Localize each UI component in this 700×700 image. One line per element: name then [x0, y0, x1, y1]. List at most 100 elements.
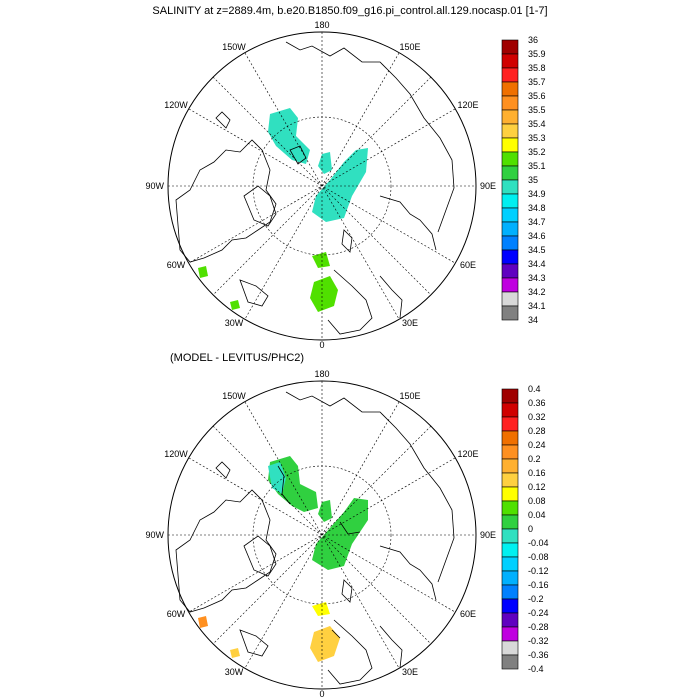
colorbar-swatch	[501, 81, 519, 97]
lon-label: 90E	[480, 530, 496, 540]
graticule	[168, 32, 476, 340]
lon-label: 60E	[460, 609, 476, 619]
colorbar-tick-label: -0.04	[528, 538, 549, 548]
colorbar-tick-label: 0.2	[528, 454, 541, 464]
colorbar-swatch	[501, 458, 519, 474]
coastlines	[175, 391, 455, 685]
field-patch-gold-norway	[310, 626, 340, 662]
colorbar-swatch	[501, 542, 519, 558]
panel-title: (MODEL - LEVITUS/PHC2)	[170, 352, 304, 364]
colorbar-tick-label: 0.04	[528, 510, 546, 520]
lon-label: 30E	[402, 667, 418, 677]
colorbar-tick-label: 35.7	[528, 77, 546, 87]
colorbar-tick-label: 35.9	[528, 49, 546, 59]
colorbar-tick-label: -0.2	[528, 594, 544, 604]
colorbar-swatch	[501, 640, 519, 656]
colorbar-swatch	[501, 402, 519, 418]
colorbar-swatch	[501, 584, 519, 600]
salinity-field	[198, 108, 368, 312]
colorbar-swatch	[501, 67, 519, 83]
colorbar-swatch	[501, 165, 519, 181]
lon-label: 90W	[145, 530, 164, 540]
colorbar-tick-label: 0.32	[528, 412, 546, 422]
colorbar-tick-label: 35.2	[528, 147, 546, 157]
colorbar-swatch	[501, 444, 519, 460]
colorbar-swatch	[501, 388, 519, 404]
field-patch-green-small	[318, 500, 332, 522]
colorbar-tick-label: 34.8	[528, 203, 546, 213]
longitude-labels: 180 0 90W 90E 150W 120W 150E 120E 60W 30…	[145, 369, 496, 699]
colorbar-swatch	[501, 109, 519, 125]
colorbar-tick-label: 36	[528, 35, 538, 45]
colorbar-swatch	[501, 500, 519, 516]
colorbar-tick-label: 34.7	[528, 217, 546, 227]
colorbar-tick-label: 0.12	[528, 482, 546, 492]
colorbar-swatch	[501, 277, 519, 293]
colorbar-tick-label: 0.4	[528, 384, 541, 394]
colorbar-tick-label: 34.3	[528, 273, 546, 283]
field-patch-yellow-fram	[312, 602, 330, 616]
colorbar-swatch	[501, 137, 519, 153]
colorbar-tick-label: 0	[528, 524, 533, 534]
lon-label: 30W	[225, 667, 244, 677]
colorbar-tick-label: 34.6	[528, 231, 546, 241]
field-patch-cyan-canada	[268, 108, 310, 164]
colorbar-tick-label: -0.32	[528, 636, 549, 646]
colorbar-swatch	[501, 207, 519, 223]
lon-label: 60W	[167, 260, 186, 270]
graticule	[168, 381, 476, 689]
colorbar-tick-label: 0.08	[528, 496, 546, 506]
colorbar-swatch	[501, 95, 519, 111]
field-patch-cyan-canada	[268, 462, 286, 494]
colorbar-swatch	[501, 305, 519, 321]
colorbar-tick-label: 35.3	[528, 133, 546, 143]
field-patch-cyan-small	[318, 152, 332, 174]
colorbar-tick-label: 34.2	[528, 287, 546, 297]
polar-map	[167, 31, 477, 341]
lon-label: 90W	[145, 181, 164, 191]
colorbar-tick-label: 35.8	[528, 63, 546, 73]
map-boundary	[167, 31, 477, 341]
colorbar-swatch	[501, 472, 519, 488]
colorbar-tick-label: 35.5	[528, 105, 546, 115]
colorbar-swatch	[501, 556, 519, 572]
lon-label: 120W	[164, 100, 188, 110]
map-boundary	[167, 380, 477, 690]
colorbar-swatch	[501, 598, 519, 614]
colorbar: 0.4 0.36 0.32 0.28 0.24 0.2 0.16 0.12 0.08 0.04 0 -…	[501, 384, 549, 674]
lon-label: 30W	[225, 318, 244, 328]
colorbar-tick-label: 0.16	[528, 468, 546, 478]
field-patch-orange-labrador	[198, 616, 208, 628]
salinity-map-panel: SALINITY at z=2889.4m, b.e20.B1850.f09_g…	[145, 5, 547, 350]
colorbar-swatch	[501, 626, 519, 642]
lon-label: 60W	[167, 609, 186, 619]
lon-label: 0	[319, 689, 324, 699]
colorbar-tick-label: -0.4	[528, 664, 544, 674]
colorbar-tick-label: 34.4	[528, 259, 546, 269]
field-patch-green-labrador	[198, 266, 208, 278]
lon-label: 180	[314, 369, 329, 379]
colorbar-tick-label: 35.1	[528, 161, 546, 171]
colorbar-tick-label: 0.36	[528, 398, 546, 408]
colorbar-swatch	[501, 53, 519, 69]
colorbar-tick-label: 0.28	[528, 426, 546, 436]
colorbar-tick-label: 35.4	[528, 119, 546, 129]
colorbar-tick-label: -0.28	[528, 622, 549, 632]
lon-label: 150E	[399, 391, 420, 401]
lon-label: 60E	[460, 260, 476, 270]
colorbar-swatch	[501, 654, 519, 670]
colorbar-swatch	[501, 179, 519, 195]
colorbar-tick-label: 0.24	[528, 440, 546, 450]
lon-label: 150W	[222, 391, 246, 401]
colorbar-swatch	[501, 416, 519, 432]
colorbar-swatch	[501, 151, 519, 167]
lon-label: 150W	[222, 42, 246, 52]
colorbar-swatch	[501, 570, 519, 586]
colorbar-swatch	[501, 249, 519, 265]
colorbar: 36 35.9 35.8 35.7 35.6 35.5 35.4 35.3 35.2 35.1 35…	[501, 35, 546, 325]
field-patch-green-norway	[310, 276, 338, 312]
lon-label: 30E	[402, 318, 418, 328]
colorbar-tick-label: -0.24	[528, 608, 549, 618]
colorbar-tick-label: -0.08	[528, 552, 549, 562]
colorbar-swatch	[501, 528, 519, 544]
